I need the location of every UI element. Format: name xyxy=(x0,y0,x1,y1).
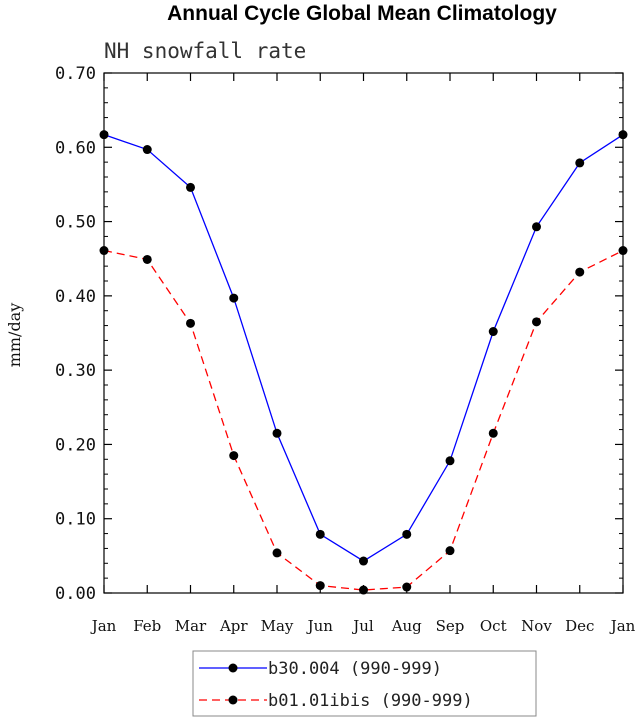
chart-subtitle: NH snowfall rate xyxy=(104,39,306,63)
series-1-point xyxy=(445,546,455,556)
y-tick-label: 0.60 xyxy=(55,138,96,158)
y-tick-label: 0.20 xyxy=(55,435,96,455)
y-axis-label: mm/day xyxy=(5,303,24,368)
series-1-point xyxy=(532,317,541,327)
x-tick-label: Dec xyxy=(565,617,594,635)
x-tick-label: Aug xyxy=(391,617,422,635)
series-line-1 xyxy=(103,249,624,591)
y-tick-label: 0.40 xyxy=(55,287,96,307)
plot-frame xyxy=(103,72,624,594)
series-0-point xyxy=(142,145,152,155)
series-1-point xyxy=(359,585,368,595)
series-0-point xyxy=(315,529,325,539)
series-0-point xyxy=(186,182,195,192)
x-tick-label: May xyxy=(261,617,294,635)
axis-ticks: 0.00 0.10 0.20 0.30 0.40 0.50 0.60 0.70 Jan Feb Ma… xyxy=(55,64,636,635)
series-0-point xyxy=(445,456,455,466)
x-tick-label: Jul xyxy=(351,617,374,635)
x-tick-label: Sep xyxy=(436,617,465,635)
series-0-point xyxy=(488,327,498,337)
series-0-point xyxy=(272,428,282,438)
y-tick-label: 0.00 xyxy=(55,584,96,604)
series-0-point xyxy=(575,158,585,168)
series-1-point xyxy=(618,246,628,256)
legend-label-1: b01.01ibis (990-999) xyxy=(268,691,473,711)
legend-box xyxy=(192,650,537,717)
series-1-point xyxy=(99,246,109,256)
series-line-0 xyxy=(103,134,624,562)
legend-label-0: b30.004 (990-999) xyxy=(268,659,442,679)
y-tick-label: 0.10 xyxy=(55,510,96,530)
x-tick-label: Mar xyxy=(175,617,207,635)
legend: b30.004 (990-999) b01.01ibis (990-999) xyxy=(192,650,537,717)
y-tick-label: 0.30 xyxy=(55,361,96,381)
series-0-point xyxy=(532,222,541,232)
series-1-point xyxy=(575,267,585,277)
series-1-point xyxy=(488,428,498,438)
series-1-point xyxy=(142,254,152,264)
x-tick-label: Jan xyxy=(90,617,117,635)
x-tick-label: Oct xyxy=(480,617,507,635)
y-tick-label: 0.70 xyxy=(55,64,96,84)
series-1-point xyxy=(402,582,412,592)
x-tick-label: Jan xyxy=(609,617,636,635)
series-0-point xyxy=(618,130,628,140)
x-tick-label: Jun xyxy=(306,617,334,635)
x-tick-label: Feb xyxy=(133,617,161,635)
series-layer xyxy=(99,130,628,595)
series-0-point xyxy=(99,130,109,140)
series-0-point xyxy=(229,293,239,303)
series-0-point xyxy=(402,529,412,539)
series-1-point xyxy=(186,318,195,328)
series-1-point xyxy=(315,581,325,591)
legend-marker-0 xyxy=(228,663,238,673)
x-tick-label: Apr xyxy=(219,617,248,635)
series-1-point xyxy=(272,548,282,558)
series-1-point xyxy=(229,451,239,461)
series-0-point xyxy=(359,556,368,566)
chart-title: Annual Cycle Global Mean Climatology xyxy=(167,2,557,25)
legend-marker-1 xyxy=(228,695,238,705)
y-tick-label: 0.50 xyxy=(55,213,96,233)
x-tick-label: Nov xyxy=(521,617,552,635)
